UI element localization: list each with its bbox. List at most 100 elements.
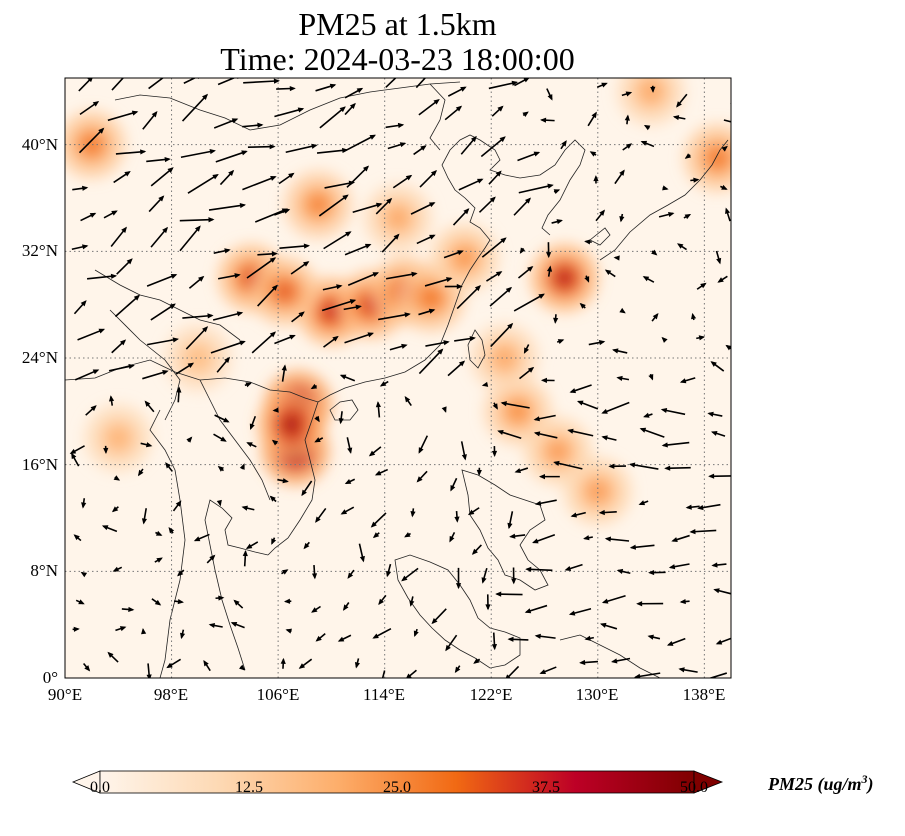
wind-arrow: [208, 622, 223, 629]
wind-arrow: [219, 169, 235, 186]
wind-arrow: [546, 242, 552, 259]
wind-arrow: [146, 274, 178, 287]
wind-arrow: [148, 78, 165, 90]
wind-arrow: [579, 302, 586, 309]
wind-arrow: [685, 504, 700, 510]
wind-arrow: [180, 149, 216, 159]
wind-arrow: [604, 269, 616, 278]
wind-arrow: [165, 462, 173, 472]
wind-arrow: [291, 311, 305, 323]
wind-arrow: [73, 300, 87, 315]
wind-arrow: [175, 362, 195, 375]
pm25-hotspot: [274, 281, 295, 302]
lon-tick-130: 130°E: [575, 685, 619, 704]
wind-arrow: [281, 569, 289, 575]
wind-arrow: [616, 568, 631, 575]
wind-arrow: [352, 202, 383, 214]
lat-tick-8: 8°N: [30, 561, 58, 580]
colorbar-label: PM25 (ug/m3): [768, 772, 874, 794]
wind-arrow: [601, 594, 626, 604]
colorbar-tick-37-5: 37.5: [532, 779, 560, 796]
wind-arrow: [180, 629, 186, 640]
wind-arrow: [523, 344, 530, 354]
wind-arrow: [110, 226, 127, 248]
wind-arrow: [679, 598, 690, 605]
wind-arrow: [546, 88, 553, 101]
pm25-hotspot: [547, 441, 568, 462]
wind-arrow: [168, 527, 175, 534]
wind-arrow: [524, 604, 548, 614]
wind-arrow: [203, 659, 211, 672]
wind-arrow: [648, 373, 654, 381]
wind-arrow: [251, 331, 277, 354]
wind-arrow: [599, 622, 618, 630]
pm25-hotspot: [421, 288, 442, 308]
pm25-hotspot: [81, 134, 102, 155]
wind-arrow: [540, 117, 555, 123]
wind-arrow: [114, 294, 141, 318]
wind-arrow: [696, 335, 706, 341]
lon-tick-114: 114°E: [362, 685, 406, 704]
wind-arrow: [75, 599, 85, 605]
wind-arrow: [443, 250, 464, 259]
wind-arrow: [82, 663, 91, 672]
wind-arrow: [217, 273, 241, 280]
wind-arrow: [553, 314, 559, 324]
wind-arrow: [409, 596, 415, 607]
wind-arrow: [249, 415, 257, 431]
wind-arrow: [725, 207, 731, 222]
wind-arrow: [342, 134, 377, 153]
wind-arrow: [142, 370, 169, 380]
wind-arrow: [678, 667, 698, 673]
wind-arrow: [441, 406, 447, 413]
wind-arrow: [721, 145, 728, 152]
wind-arrow: [671, 534, 690, 543]
wind-arrow: [476, 467, 482, 476]
wind-arrow: [276, 85, 296, 92]
wind-arrow: [425, 340, 450, 347]
wind-arrow: [619, 213, 625, 223]
wind-arrow: [532, 533, 556, 544]
map-title-line1: PM25 at 1.5km: [298, 6, 497, 42]
wind-arrow: [489, 286, 513, 307]
wind-arrow: [116, 258, 133, 275]
wind-arrow: [491, 105, 504, 117]
wind-arrow: [87, 273, 118, 280]
wind-arrow: [217, 465, 225, 472]
wind-arrow: [113, 475, 121, 481]
wind-arrow: [553, 189, 561, 195]
wind-arrow: [467, 507, 480, 516]
wind-arrow: [81, 498, 87, 509]
wind-arrow: [707, 411, 723, 417]
pm25-hotspot: [554, 268, 575, 288]
wind-arrow: [413, 628, 419, 638]
wind-arrow: [378, 594, 387, 606]
wind-arrow: [481, 237, 507, 258]
wind-arrow: [208, 203, 247, 211]
wind-arrow: [534, 499, 557, 506]
wind-arrow: [155, 530, 163, 536]
wind-arrow: [243, 78, 280, 84]
wind-arrow: [340, 506, 355, 515]
wind-arrow: [182, 313, 214, 319]
wind-arrow: [696, 282, 707, 290]
wind-arrow: [372, 532, 380, 539]
wind-arrow: [570, 511, 586, 518]
wind-arrow: [595, 209, 606, 222]
wind-arrow: [239, 664, 246, 671]
pm25-hotspot: [281, 414, 302, 435]
wind-arrow: [387, 142, 407, 150]
wind-arrow: [418, 348, 444, 375]
wind-arrow: [121, 606, 135, 613]
wind-arrow: [375, 197, 393, 215]
wind-arrow: [339, 374, 356, 382]
wind-arrow: [242, 122, 264, 128]
wind-arrow: [533, 414, 556, 422]
wind-arrow: [374, 468, 389, 476]
wind-arrow: [354, 658, 360, 669]
wind-arrow: [598, 509, 617, 516]
wind-arrow: [509, 533, 526, 539]
wind-arrow: [418, 308, 436, 316]
wind-arrow: [103, 445, 109, 454]
